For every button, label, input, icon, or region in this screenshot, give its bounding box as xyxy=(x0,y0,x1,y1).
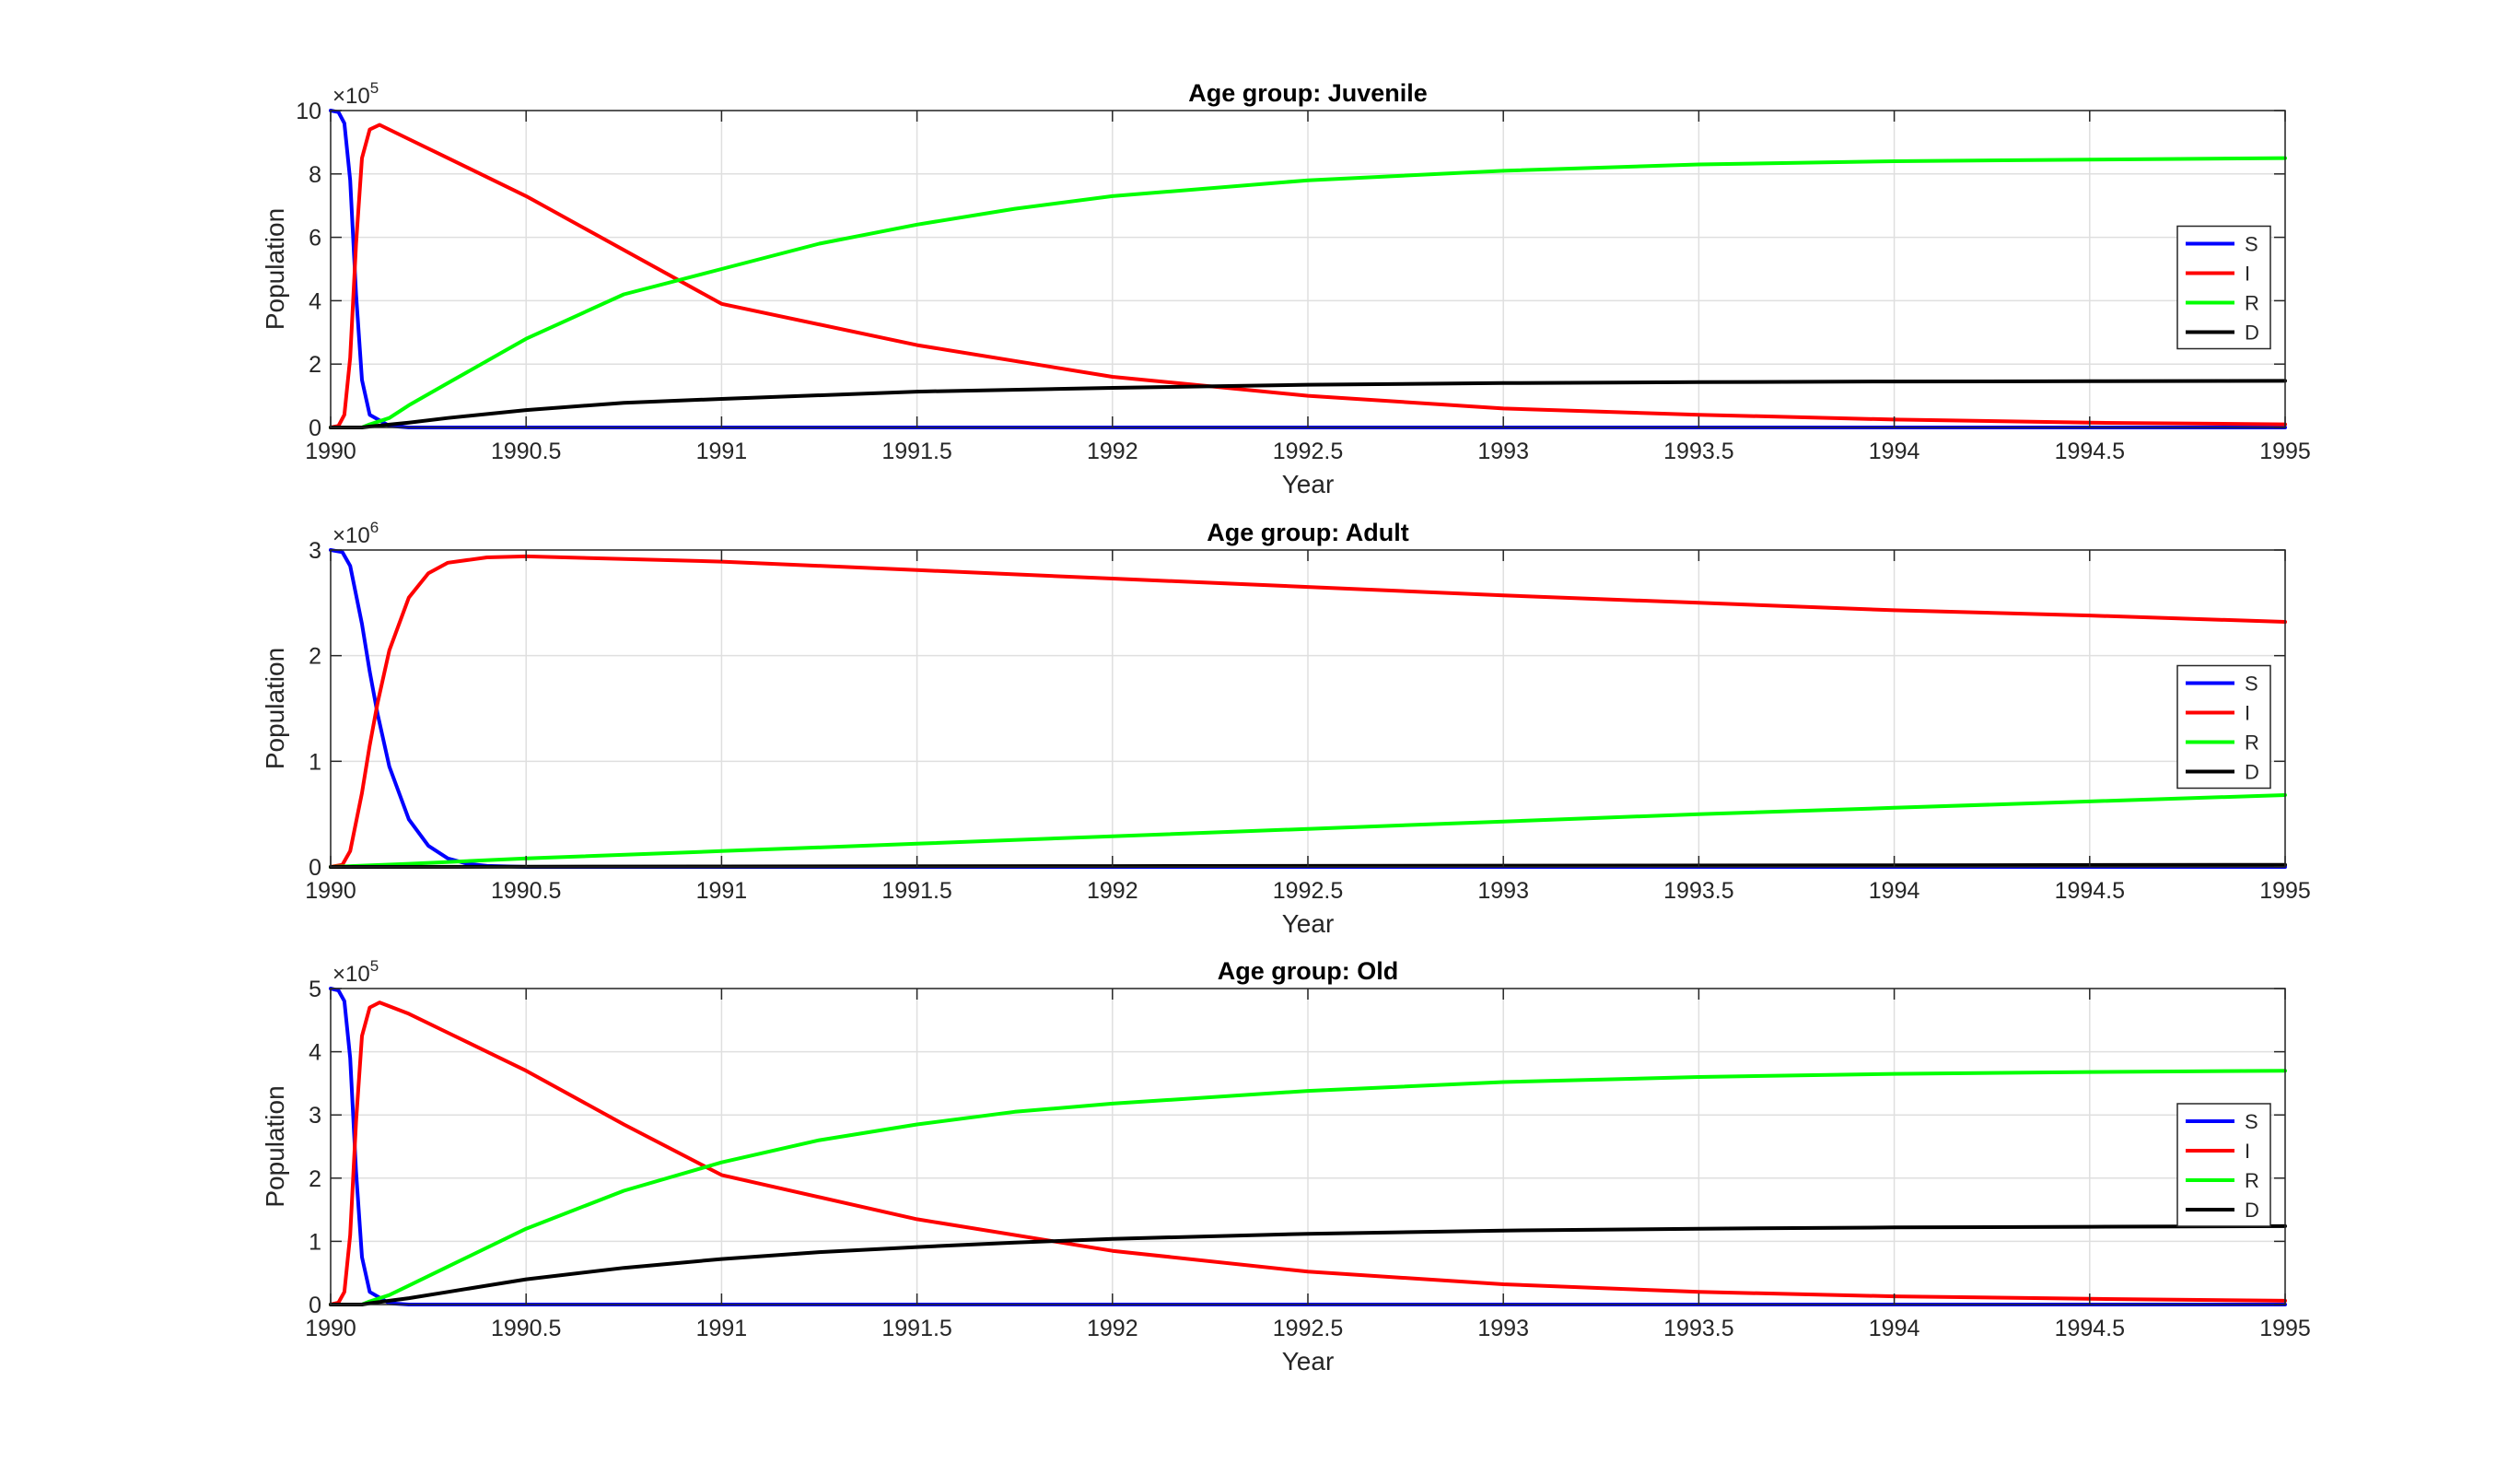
x-tick-label: 1994 xyxy=(1869,439,1920,464)
x-tick-label: 1993 xyxy=(1477,878,1529,904)
legend-box xyxy=(2176,1103,2271,1227)
legend-label-I: I xyxy=(2245,1140,2250,1163)
x-tick-label: 1991.5 xyxy=(881,439,951,464)
x-tick-label: 1991 xyxy=(696,439,748,464)
x-tick-label: 1993.5 xyxy=(1663,878,1733,904)
x-tick-label: 1990 xyxy=(305,878,356,904)
y-exponent-power: 5 xyxy=(370,957,379,975)
series-line-I xyxy=(329,554,2287,869)
legend-label-D: D xyxy=(2245,761,2259,784)
x-tick-label: 1990.5 xyxy=(491,878,561,904)
x-tick-label: 1990 xyxy=(305,439,356,464)
x-tick-label: 1992 xyxy=(1087,1316,1138,1341)
chart-title: Age group: Adult xyxy=(1207,519,1408,546)
x-tick-label: 1994 xyxy=(1869,878,1920,904)
x-tick-label: 1992 xyxy=(1087,439,1138,464)
y-tick-label: 10 xyxy=(296,99,321,124)
y-axis-label: Population xyxy=(261,208,289,330)
y-tick-label: 2 xyxy=(309,352,321,378)
legend-label-S: S xyxy=(2245,673,2258,696)
x-tick-label: 1992 xyxy=(1087,878,1138,904)
x-axis-label: Year xyxy=(1282,470,1335,498)
series-line-I xyxy=(329,1001,2287,1306)
chart-title: Age group: Old xyxy=(1218,957,1398,985)
chart-panel-3: 1990 1990.5 1991 1991.5 1992 1992.5 1993 1993.5… xyxy=(261,957,2311,1375)
y-exponent-label: ×106 xyxy=(332,519,379,548)
x-tick-label: 1994.5 xyxy=(2055,439,2125,464)
chart-panel-2: 1990 1990.5 1991 1991.5 1992 1992.5 1993 1993.5… xyxy=(261,519,2311,938)
x-tick-label: 1995 xyxy=(2259,439,2311,464)
y-tick-label: 0 xyxy=(309,415,321,441)
y-exponent-power: 5 xyxy=(370,79,379,97)
x-tick-label: 1993.5 xyxy=(1663,439,1733,464)
x-tick-label: 1993 xyxy=(1477,439,1529,464)
series-line-S xyxy=(329,109,2287,429)
y-axis-label: Population xyxy=(261,648,289,769)
legend-box xyxy=(2176,664,2271,790)
legend-label-S: S xyxy=(2245,233,2258,256)
legend-box xyxy=(2176,225,2271,350)
series-line-R xyxy=(329,793,2287,869)
x-tick-label: 1991 xyxy=(696,1316,748,1341)
x-tick-label: 1993.5 xyxy=(1663,1316,1733,1341)
x-tick-label: 1994 xyxy=(1869,1316,1920,1341)
series-line-I xyxy=(329,123,2287,429)
series-line-R xyxy=(329,156,2287,429)
y-tick-label: 2 xyxy=(309,1166,321,1192)
x-tick-label: 1992.5 xyxy=(1273,439,1343,464)
x-tick-label: 1995 xyxy=(2259,878,2311,904)
x-tick-label: 1994.5 xyxy=(2055,878,2125,904)
y-tick-label: 6 xyxy=(309,226,321,252)
x-tick-label: 1991.5 xyxy=(881,1316,951,1341)
x-tick-label: 1991.5 xyxy=(881,878,951,904)
y-tick-label: 0 xyxy=(309,855,321,881)
series-line-R xyxy=(329,1069,2287,1306)
y-tick-label: 2 xyxy=(309,644,321,670)
chart-title: Age group: Juvenile xyxy=(1188,79,1428,107)
y-exponent-power: 6 xyxy=(370,519,379,536)
y-tick-label: 1 xyxy=(309,1229,321,1255)
x-tick-label: 1992.5 xyxy=(1273,878,1343,904)
x-tick-label: 1992.5 xyxy=(1273,1316,1343,1341)
legend-label-R: R xyxy=(2245,1169,2259,1192)
y-tick-label: 3 xyxy=(309,1103,321,1129)
x-tick-label: 1990.5 xyxy=(491,439,561,464)
legend-label-I: I xyxy=(2245,263,2250,286)
y-tick-label: 5 xyxy=(309,977,321,1002)
chart-panel-1: 1990 1990.5 1991 1991.5 1992 1992.5 1993 1993.5… xyxy=(261,79,2311,498)
legend-label-R: R xyxy=(2245,292,2259,315)
y-tick-label: 4 xyxy=(309,1040,321,1066)
y-exponent-label: ×105 xyxy=(332,79,379,109)
y-tick-label: 8 xyxy=(309,162,321,188)
x-axis-label: Year xyxy=(1282,1347,1335,1375)
legend-label-S: S xyxy=(2245,1110,2258,1133)
x-tick-label: 1995 xyxy=(2259,1316,2311,1341)
legend-label-D: D xyxy=(2245,322,2259,345)
y-exponent-label: ×105 xyxy=(332,957,379,987)
y-axis-label: Population xyxy=(261,1085,289,1207)
y-tick-label: 3 xyxy=(309,538,321,564)
series-line-D xyxy=(329,1223,2287,1306)
legend-label-R: R xyxy=(2245,732,2259,755)
y-tick-label: 0 xyxy=(309,1293,321,1318)
y-tick-label: 1 xyxy=(309,749,321,775)
y-tick-label: 4 xyxy=(309,288,321,314)
legend-label-I: I xyxy=(2245,702,2250,725)
series-line-D xyxy=(329,379,2287,429)
x-tick-label: 1990 xyxy=(305,1316,356,1341)
x-axis-label: Year xyxy=(1282,909,1335,938)
x-tick-label: 1991 xyxy=(696,878,748,904)
x-tick-label: 1994.5 xyxy=(2055,1316,2125,1341)
x-tick-label: 1990.5 xyxy=(491,1316,561,1341)
x-tick-label: 1993 xyxy=(1477,1316,1529,1341)
legend-label-D: D xyxy=(2245,1199,2259,1222)
